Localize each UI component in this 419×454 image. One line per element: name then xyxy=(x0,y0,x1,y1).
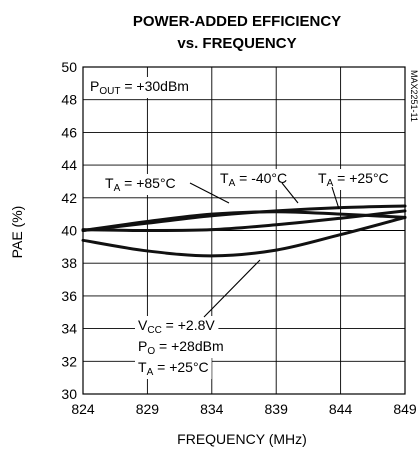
y-tick-label: 46 xyxy=(61,124,77,140)
x-tick-label: 824 xyxy=(71,401,95,417)
annotations: POUT = +30dBm TA = +85°C TA = -40°C TA = +2… xyxy=(87,77,392,379)
leader-vcc xyxy=(203,259,261,318)
y-tick-label: 42 xyxy=(61,190,77,206)
svg-text:PO = +28dBm: PO = +28dBm xyxy=(138,338,224,357)
svg-text:TA = +25°C: TA = +25°C xyxy=(318,170,389,189)
x-tick-label: 834 xyxy=(200,401,224,417)
x-tick-label: 844 xyxy=(329,401,353,417)
label-ta-minus40c: TA = -40°C xyxy=(217,169,291,190)
y-tick-label: 40 xyxy=(61,223,77,239)
leader-ta-25c xyxy=(331,186,340,210)
svg-text:TA = -40°C: TA = -40°C xyxy=(220,170,287,189)
y-tick-label: 36 xyxy=(61,288,77,304)
label-vcc: VCC = +2.8V xyxy=(135,316,219,337)
series-line-3 xyxy=(81,215,407,258)
label-ta-25c: TA = +25°C xyxy=(315,169,392,190)
series-line-2 xyxy=(81,210,407,232)
leader-ta-85c xyxy=(189,182,230,204)
part-code-label: MAX2251-11 xyxy=(409,70,419,122)
condition-pout-label: POUT = +30dBm xyxy=(87,77,192,98)
plot-area-border xyxy=(82,66,406,395)
tick-labels: 824 829 834 839 844 849 30 32 34 36 38 40 42 44 46 48 50 xyxy=(61,59,416,417)
x-tick-label: 839 xyxy=(265,401,289,417)
y-tick-label: 30 xyxy=(61,386,77,402)
label-po: PO = +28dBm xyxy=(135,337,227,358)
y-tick-label: 32 xyxy=(61,353,77,369)
series-line-1 xyxy=(81,209,407,233)
series-lines xyxy=(81,204,407,258)
leader-ta-minus40c xyxy=(281,182,299,204)
x-axis-label: FREQUENCY (MHz) xyxy=(177,431,307,447)
svg-text:VCC = +2.8V: VCC = +2.8V xyxy=(138,317,215,336)
y-tick-label: 34 xyxy=(61,321,77,337)
x-tick-label: 829 xyxy=(136,401,160,417)
y-tick-label: 44 xyxy=(61,157,77,173)
chart-title-line1: POWER-ADDED EFFICIENCY xyxy=(133,13,341,30)
label-ta-85c: TA = +85°C xyxy=(102,174,179,195)
y-tick-label: 48 xyxy=(61,92,77,108)
label-ta-25c-lower: TA = +25°C xyxy=(135,358,212,379)
y-tick-label: 50 xyxy=(61,59,77,75)
svg-text:POUT = +30dBm: POUT = +30dBm xyxy=(90,78,189,97)
chart-title-line2: vs. FREQUENCY xyxy=(177,35,296,52)
svg-text:TA = +25°C: TA = +25°C xyxy=(138,359,209,378)
x-tick-label: 849 xyxy=(393,401,417,417)
y-tick-label: 38 xyxy=(61,255,77,271)
svg-text:TA = +85°C: TA = +85°C xyxy=(105,175,176,194)
y-axis-label: PAE (%) xyxy=(9,206,25,259)
